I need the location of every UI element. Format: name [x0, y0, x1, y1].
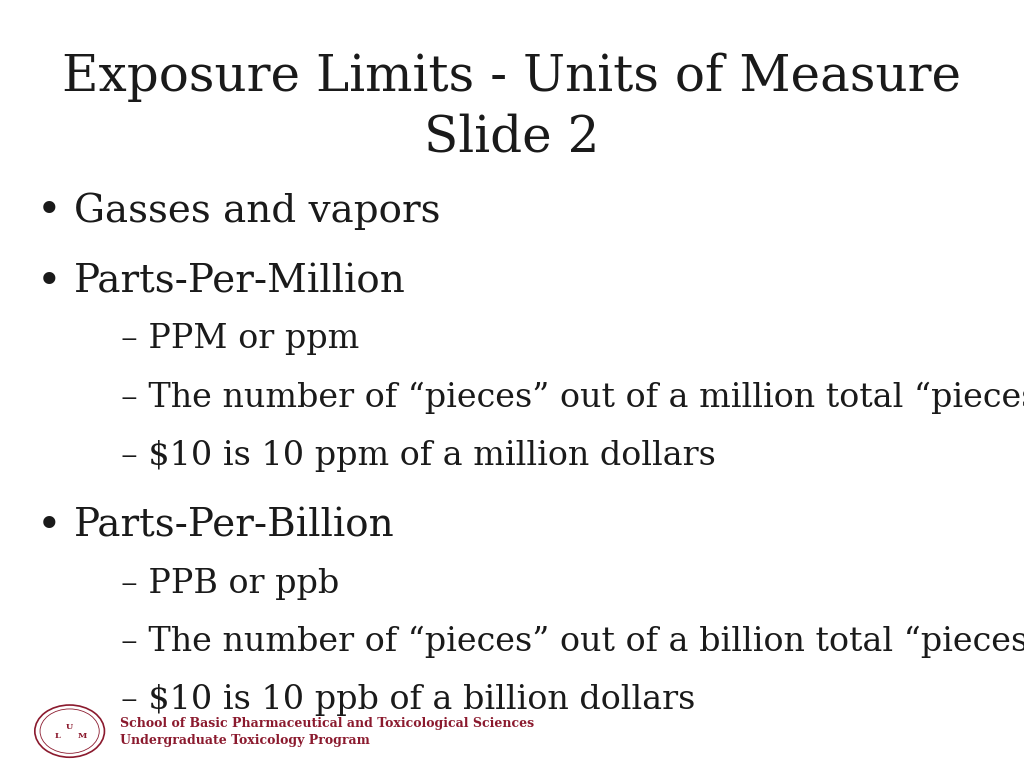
Text: Parts-Per-Billion: Parts-Per-Billion [74, 508, 394, 545]
Text: – The number of “pieces” out of a million total “pieces”: – The number of “pieces” out of a millio… [121, 382, 1024, 414]
Text: – The number of “pieces” out of a billion total “pieces”: – The number of “pieces” out of a billio… [121, 626, 1024, 658]
Text: – PPB or ppb: – PPB or ppb [121, 568, 339, 600]
Text: – $10 is 10 ppm of a million dollars: – $10 is 10 ppm of a million dollars [121, 440, 716, 472]
Text: School of Basic Pharmaceutical and Toxicological Sciences: School of Basic Pharmaceutical and Toxic… [120, 717, 534, 730]
Text: U: U [66, 723, 74, 731]
Text: •: • [37, 261, 61, 303]
Text: Parts-Per-Million: Parts-Per-Million [74, 263, 406, 300]
Text: M: M [77, 732, 87, 740]
Text: – PPM or ppm: – PPM or ppm [121, 323, 359, 356]
Text: Undergraduate Toxicology Program: Undergraduate Toxicology Program [120, 734, 370, 746]
Text: L: L [54, 732, 60, 740]
Text: Slide 2: Slide 2 [424, 114, 600, 163]
Text: – $10 is 10 ppb of a billion dollars: – $10 is 10 ppb of a billion dollars [121, 684, 695, 717]
Text: •: • [37, 190, 61, 232]
Text: Gasses and vapors: Gasses and vapors [74, 193, 440, 230]
Text: Exposure Limits - Units of Measure: Exposure Limits - Units of Measure [62, 52, 962, 101]
Text: •: • [37, 505, 61, 547]
